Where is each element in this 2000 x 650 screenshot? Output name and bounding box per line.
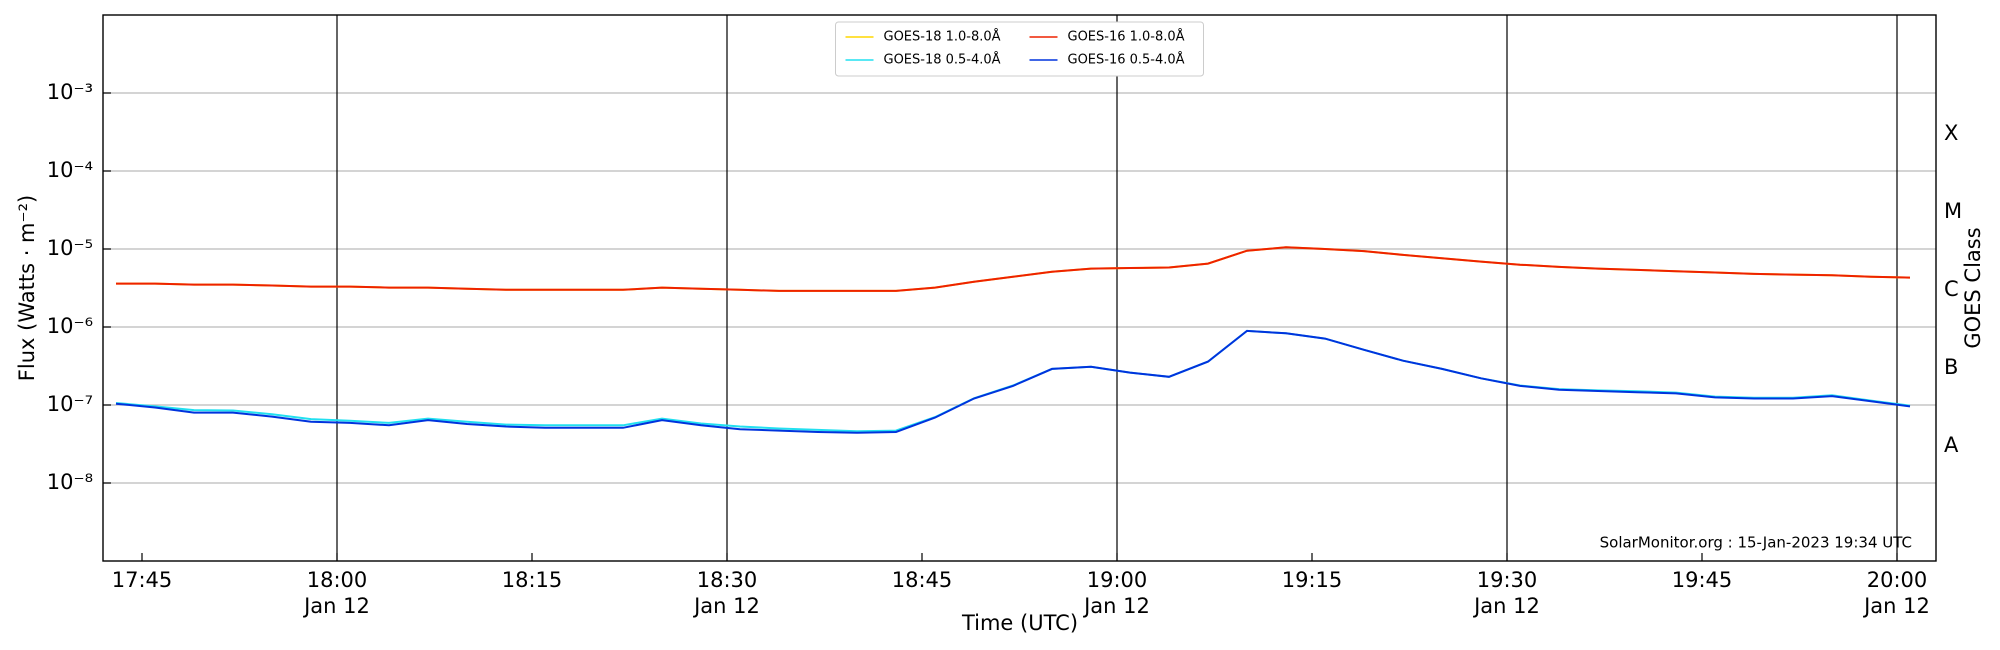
y2-tick-label: X [1944,121,1958,145]
y2-tick-label: A [1944,433,1959,457]
y2-axis-label: GOES Class [1961,227,1985,348]
x-tick-label: 18:30 Jan 12 [692,568,760,618]
y-tick-label: 10⁻³ [47,80,93,104]
legend-label: GOES-18 1.0-8.0Å [884,29,1001,45]
y-tick-label: 10⁻⁸ [47,470,93,494]
legend-label: GOES-18 0.5-4.0Å [884,52,1001,68]
x-tick-label: 19:15 [1282,568,1343,592]
x-tick-label: 19:00 Jan 12 [1082,568,1150,618]
y2-tick-label: M [1944,199,1962,223]
series-line [115,329,1911,434]
x-tick-label: 17:45 [112,568,173,592]
y2-tick-label: C [1944,277,1959,301]
x-tick-label: 19:30 Jan 12 [1472,568,1540,618]
plot-frame [102,14,1937,562]
x-tick-label: 19:45 [1672,568,1733,592]
y-tick-label: 10⁻⁴ [47,158,93,182]
x-axis-label: Time (UTC) [961,611,1078,635]
y-tick-label: 10⁻⁷ [47,392,93,416]
annotation: SolarMonitor.org : 15-Jan-2023 19:34 UTC [1600,534,1912,552]
x-tick-label: 18:45 [892,568,953,592]
y2-tick-label: B [1944,355,1958,379]
legend-label: GOES-16 0.5-4.0Å [1068,52,1185,68]
y-tick-label: 10⁻⁵ [47,236,93,260]
x-tick-label: 20:00 Jan 12 [1862,568,1930,618]
legend-box [835,21,1204,77]
y-axis-label: Flux (Watts · m⁻²) [15,195,39,381]
x-tick-label: 18:15 [502,568,563,592]
x-tick-label: 18:00 Jan 12 [302,568,370,618]
series-line [116,246,1911,292]
legend-label: GOES-16 1.0-8.0Å [1068,29,1185,45]
y-tick-label: 10⁻⁶ [47,314,93,338]
